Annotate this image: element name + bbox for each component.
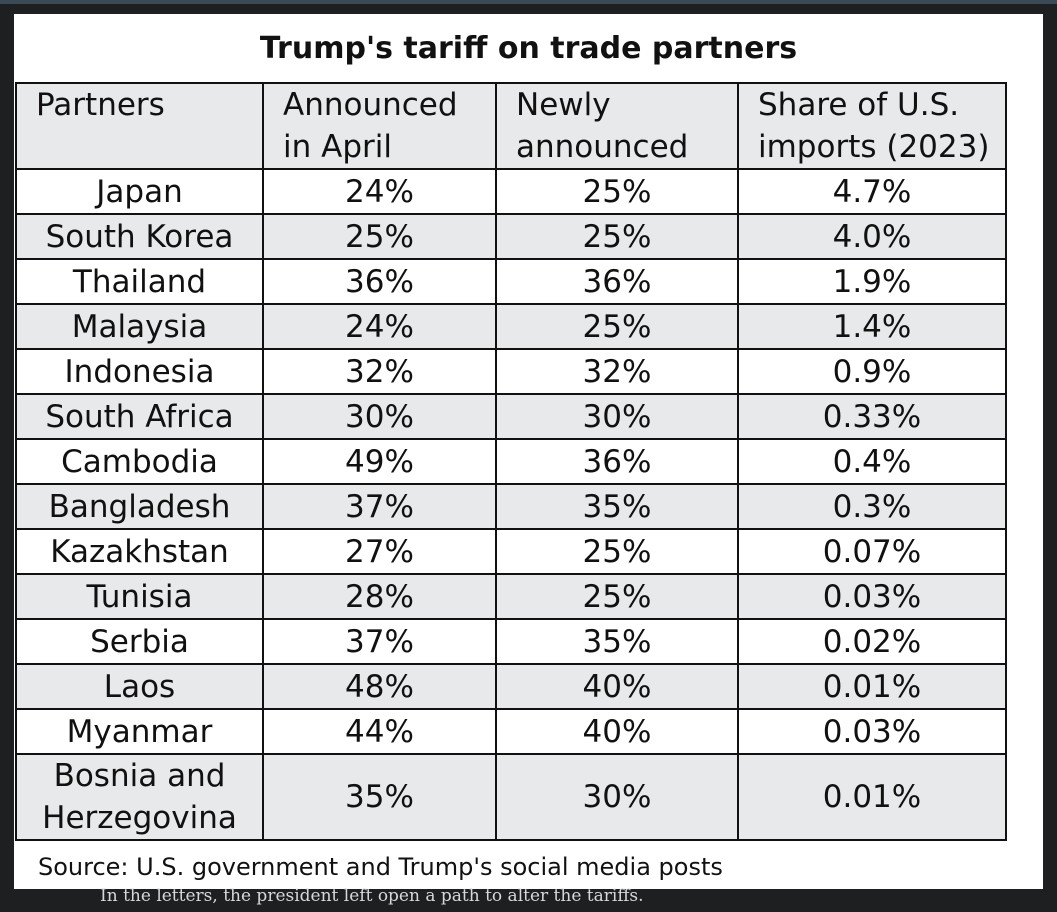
newly-cell: 35% — [495, 483, 739, 530]
share-cell: 0.4% — [737, 438, 1007, 485]
share-cell: 0.03% — [737, 708, 1007, 755]
april-cell: 32% — [262, 348, 497, 395]
partner-cell: Thailand — [15, 258, 264, 305]
table-row: Serbia 37% 35% 0.02% — [15, 618, 1007, 665]
background-article-text: In the letters, the president left open … — [100, 888, 644, 906]
partner-cell: Japan — [15, 168, 264, 215]
table-row: Myanmar 44% 40% 0.03% — [15, 708, 1007, 755]
table-title: Trump's tariff on trade partners — [259, 30, 798, 66]
partner-cell: Myanmar — [15, 708, 264, 755]
header-row: Partners Announced in April Newly announce… — [15, 82, 1007, 170]
newly-cell: 30% — [495, 753, 739, 841]
newly-cell: 32% — [495, 348, 739, 395]
partner-cell: South Korea — [15, 213, 264, 260]
header-newly-announced: Newly announced — [495, 82, 739, 170]
newly-cell: 25% — [495, 528, 739, 575]
share-cell: 0.03% — [737, 573, 1007, 620]
share-cell: 0.9% — [737, 348, 1007, 395]
share-cell: 0.02% — [737, 618, 1007, 665]
april-cell: 24% — [262, 168, 497, 215]
newly-cell: 25% — [495, 213, 739, 260]
partner-cell: Tunisia — [15, 573, 264, 620]
share-cell: 0.01% — [737, 753, 1007, 841]
partner-cell: Bosnia and Herzegovina — [15, 753, 264, 841]
april-cell: 49% — [262, 438, 497, 485]
table-row: Bangladesh 37% 35% 0.3% — [15, 483, 1007, 530]
newly-cell: 36% — [495, 438, 739, 485]
partner-cell: Serbia — [15, 618, 264, 665]
table-row: Japan 24% 25% 4.7% — [15, 168, 1007, 215]
table-row: Tunisia 28% 25% 0.03% — [15, 573, 1007, 620]
tariff-table: Partners Announced in April Newly announce… — [15, 82, 1007, 841]
table-row: Thailand 36% 36% 1.9% — [15, 258, 1007, 305]
partner-cell: Indonesia — [15, 348, 264, 395]
april-cell: 48% — [262, 663, 497, 710]
april-cell: 25% — [262, 213, 497, 260]
share-cell: 4.7% — [737, 168, 1007, 215]
newly-cell: 25% — [495, 303, 739, 350]
april-cell: 35% — [262, 753, 497, 841]
newly-cell: 35% — [495, 618, 739, 665]
partner-cell: South Africa — [15, 393, 264, 440]
header-announced-april: Announced in April — [262, 82, 497, 170]
share-cell: 0.3% — [737, 483, 1007, 530]
april-cell: 28% — [262, 573, 497, 620]
april-cell: 24% — [262, 303, 497, 350]
newly-cell: 40% — [495, 708, 739, 755]
april-cell: 44% — [262, 708, 497, 755]
share-cell: 0.33% — [737, 393, 1007, 440]
share-cell: 0.01% — [737, 663, 1007, 710]
april-cell: 37% — [262, 618, 497, 665]
header-partners: Partners — [15, 82, 264, 170]
share-cell: 0.07% — [737, 528, 1007, 575]
april-cell: 37% — [262, 483, 497, 530]
table-row: Bosnia and Herzegovina 35% 30% 0.01% — [15, 753, 1007, 841]
source-note: Source: U.S. government and Trump's soci… — [38, 853, 723, 881]
partner-cell: Cambodia — [15, 438, 264, 485]
partner-cell: Malaysia — [15, 303, 264, 350]
table-row: Kazakhstan 27% 25% 0.07% — [15, 528, 1007, 575]
april-cell: 36% — [262, 258, 497, 305]
newly-cell: 40% — [495, 663, 739, 710]
share-cell: 4.0% — [737, 213, 1007, 260]
april-cell: 27% — [262, 528, 497, 575]
share-cell: 1.4% — [737, 303, 1007, 350]
table-row: Malaysia 24% 25% 1.4% — [15, 303, 1007, 350]
newly-cell: 30% — [495, 393, 739, 440]
april-cell: 30% — [262, 393, 497, 440]
partner-cell: Laos — [15, 663, 264, 710]
newly-cell: 25% — [495, 573, 739, 620]
table-row: Cambodia 49% 36% 0.4% — [15, 438, 1007, 485]
share-cell: 1.9% — [737, 258, 1007, 305]
newly-cell: 25% — [495, 168, 739, 215]
table-row: Laos 48% 40% 0.01% — [15, 663, 1007, 710]
partner-cell: Kazakhstan — [15, 528, 264, 575]
table-row: South Korea 25% 25% 4.0% — [15, 213, 1007, 260]
header-share-imports: Share of U.S. imports (2023) — [737, 82, 1007, 170]
partner-cell: Bangladesh — [15, 483, 264, 530]
top-strip — [0, 0, 1057, 4]
table-row: Indonesia 32% 32% 0.9% — [15, 348, 1007, 395]
tariff-table-card: Trump's tariff on trade partners Partner… — [14, 14, 1043, 889]
table-row: South Africa 30% 30% 0.33% — [15, 393, 1007, 440]
newly-cell: 36% — [495, 258, 739, 305]
